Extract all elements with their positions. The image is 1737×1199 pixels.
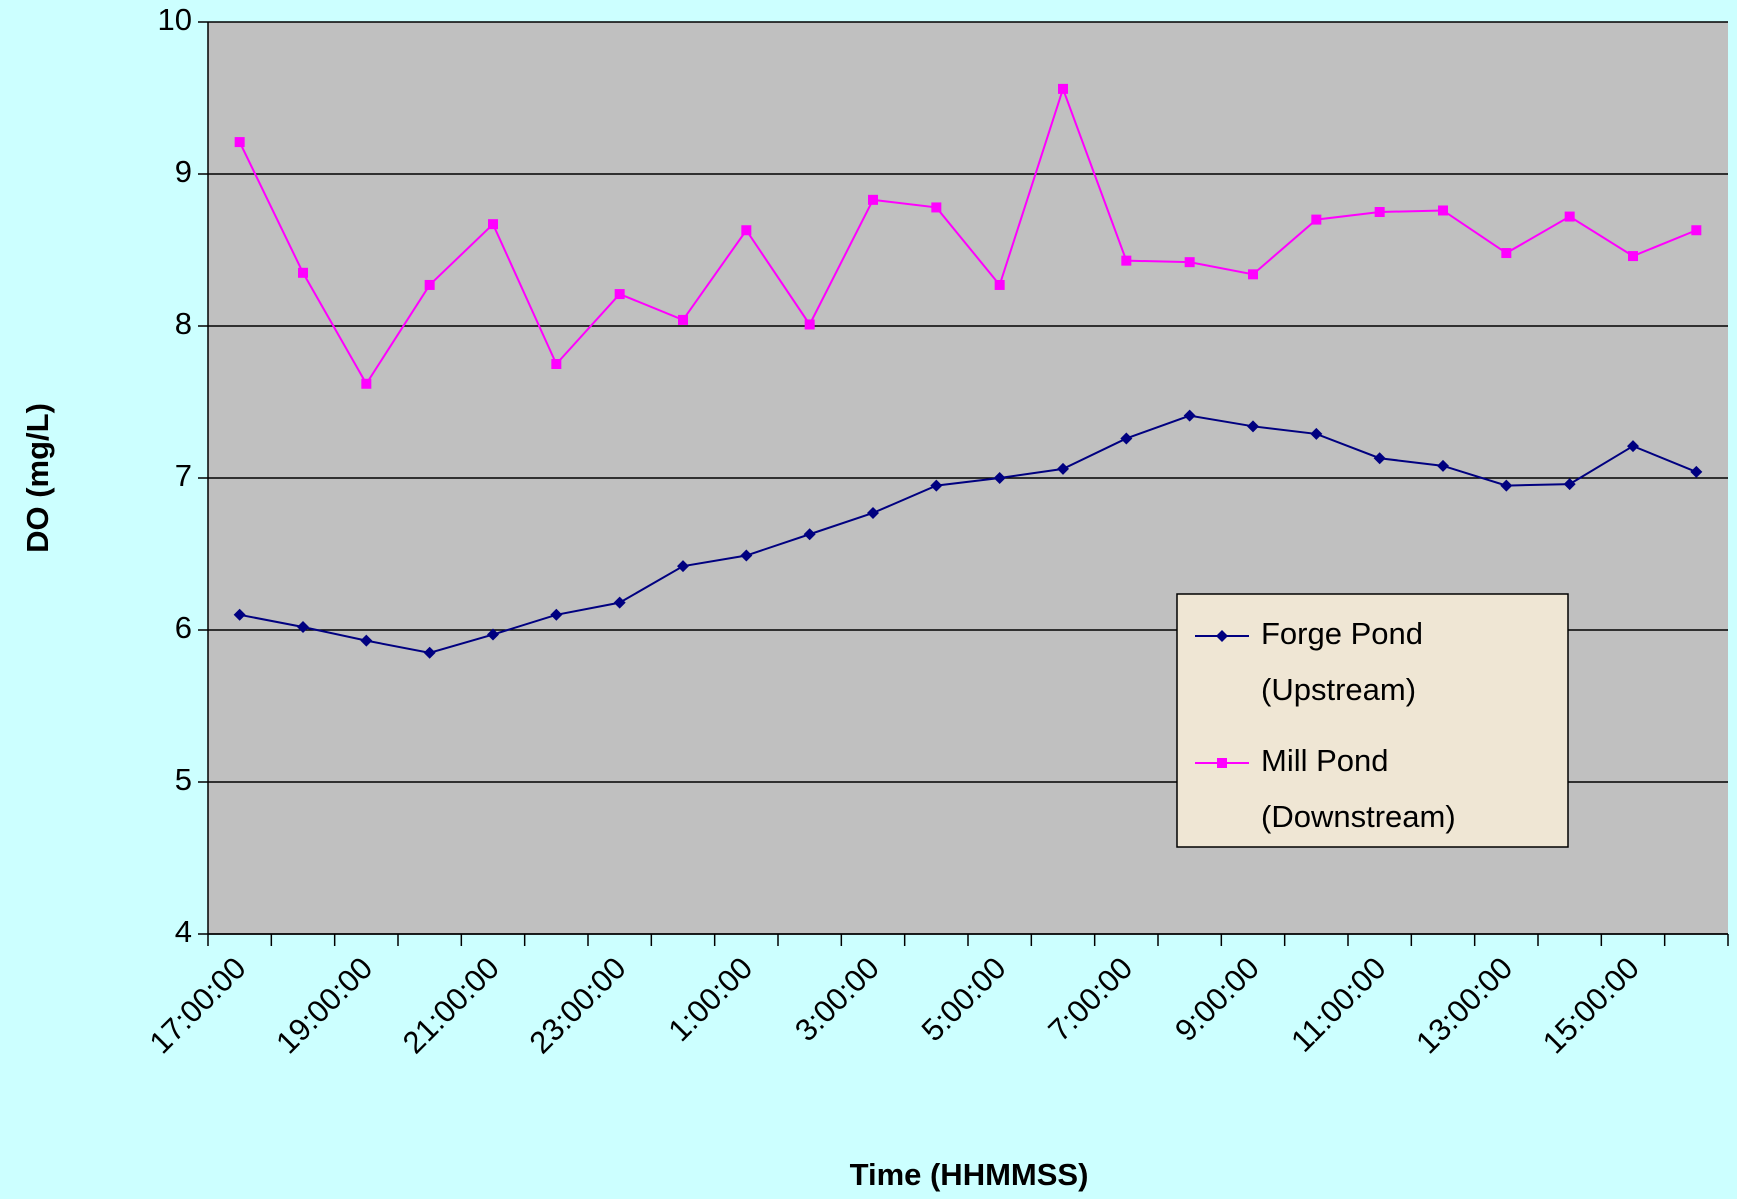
- series-line: [238, 85, 1697, 386]
- marker: [677, 560, 689, 573]
- y-tick-label: 9: [175, 154, 192, 189]
- marker: [614, 289, 625, 300]
- marker: [867, 506, 879, 519]
- marker: [361, 378, 372, 389]
- marker: [298, 267, 308, 278]
- y-tick-label: 4: [175, 914, 192, 949]
- marker: [1564, 211, 1575, 222]
- marker: [1691, 225, 1702, 236]
- marker: [613, 596, 626, 609]
- series-line: [239, 414, 1697, 654]
- marker: [1310, 427, 1323, 440]
- marker: [1311, 214, 1322, 225]
- marker: [1217, 758, 1227, 768]
- marker: [1216, 630, 1228, 642]
- marker: [234, 137, 245, 148]
- legend-label: Forge Pond (Upstream): [1261, 616, 1423, 707]
- marker: [360, 634, 373, 647]
- marker: [424, 279, 435, 290]
- y-axis-title: DO (mg/L): [20, 403, 55, 553]
- marker: [930, 479, 943, 492]
- marker: [740, 549, 753, 562]
- marker: [1057, 462, 1069, 475]
- y-tick-label: 7: [175, 458, 192, 493]
- marker: [993, 472, 1006, 484]
- y-tick-label: 10: [158, 2, 192, 37]
- marker: [487, 628, 499, 641]
- marker: [804, 319, 815, 330]
- marker: [1563, 478, 1576, 491]
- marker: [1121, 255, 1132, 266]
- y-tick-label: 5: [175, 762, 192, 797]
- marker: [1437, 459, 1449, 472]
- marker: [1248, 269, 1258, 280]
- marker: [803, 528, 816, 541]
- marker: [994, 279, 1005, 290]
- marker: [1438, 205, 1448, 216]
- y-tick-label: 6: [175, 610, 192, 645]
- marker: [868, 194, 878, 205]
- marker: [1058, 83, 1068, 94]
- marker: [1501, 248, 1512, 259]
- marker: [1690, 465, 1703, 478]
- marker: [1374, 207, 1385, 217]
- marker: [1184, 257, 1195, 268]
- marker: [1628, 251, 1638, 262]
- marker: [550, 608, 563, 621]
- marker: [1120, 432, 1133, 445]
- marker: [297, 620, 309, 633]
- marker: [1247, 420, 1259, 433]
- marker: [1183, 409, 1196, 422]
- marker: [1500, 479, 1513, 492]
- marker: [551, 359, 562, 369]
- marker: [741, 225, 752, 236]
- marker: [931, 202, 942, 213]
- x-axis-title: Time (HHMMSS): [850, 1157, 1089, 1192]
- marker: [678, 314, 688, 325]
- marker: [233, 608, 246, 621]
- marker: [423, 646, 436, 659]
- marker: [1373, 452, 1386, 465]
- marker: [1627, 440, 1639, 453]
- legend-label: Mill Pond (Downstream): [1261, 743, 1456, 834]
- marker: [488, 219, 498, 230]
- y-tick-label: 8: [175, 306, 192, 341]
